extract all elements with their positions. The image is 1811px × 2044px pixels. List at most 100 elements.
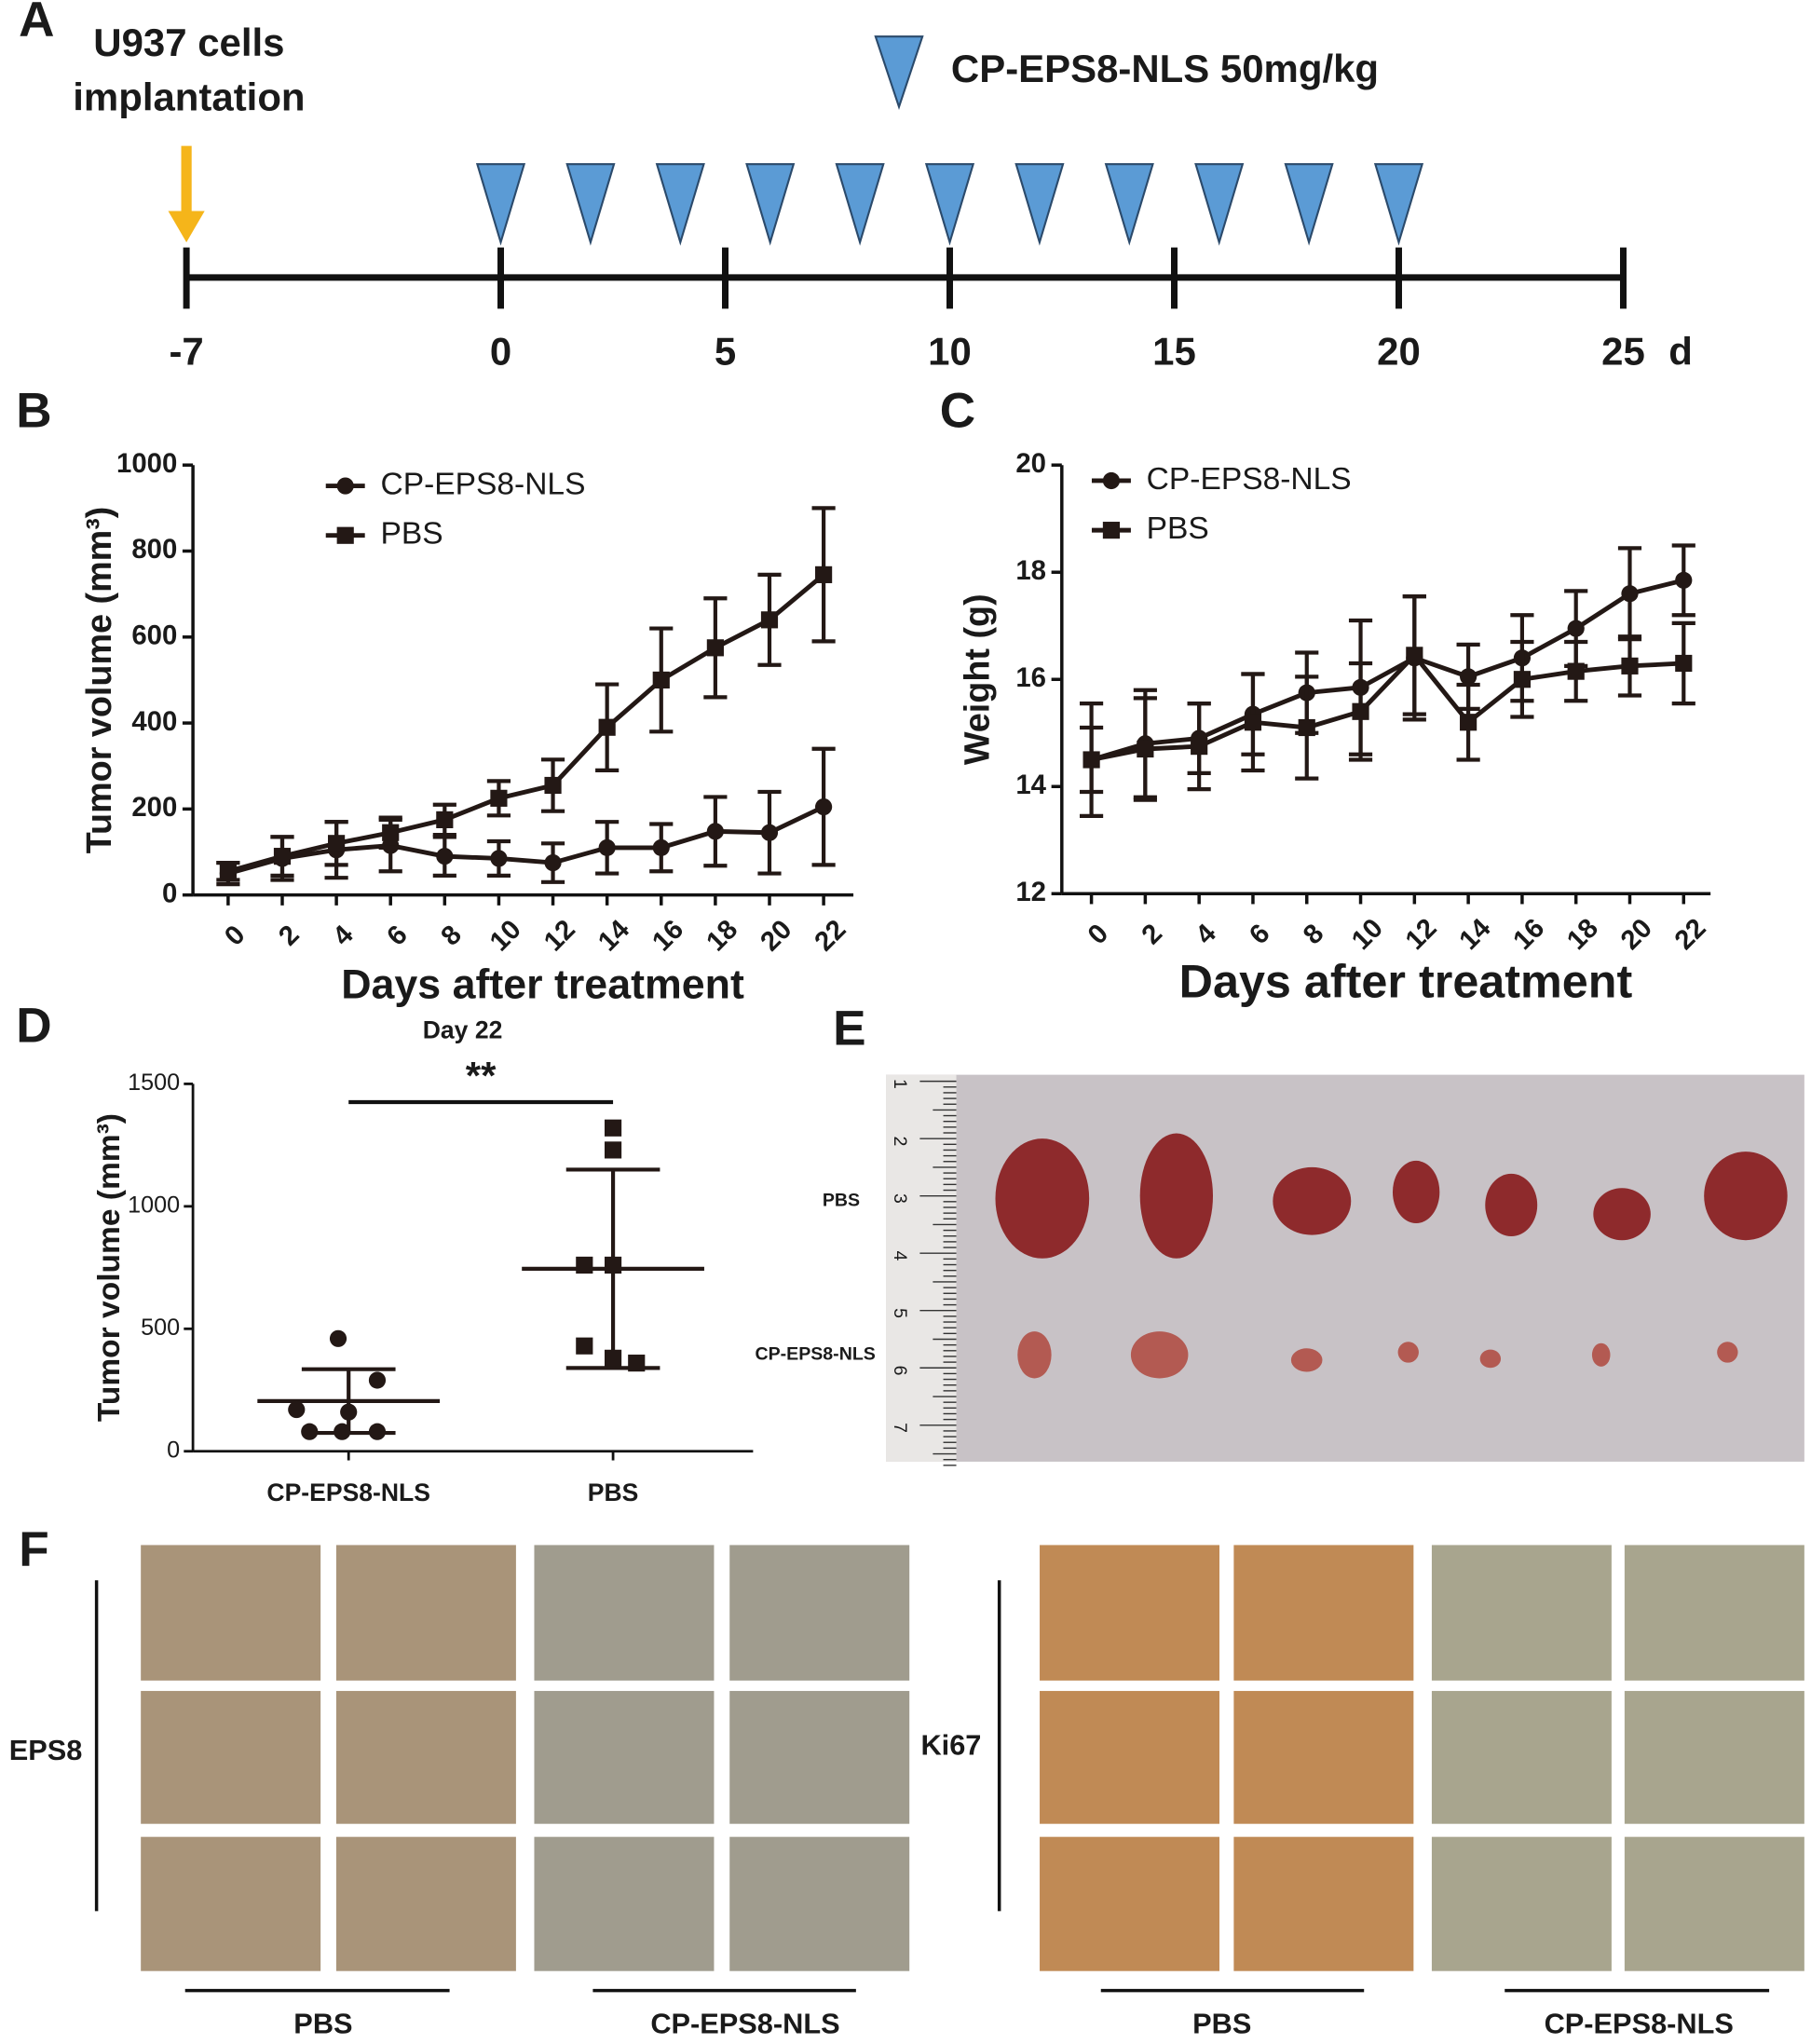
tumor xyxy=(1591,1342,1611,1367)
implant-label: U937 cells xyxy=(93,20,284,64)
data-point xyxy=(1460,668,1477,686)
ihc-image xyxy=(1233,1545,1414,1681)
ihc-image xyxy=(1040,1836,1220,1971)
column-label: CP-EPS8-NLS xyxy=(1545,2008,1734,2040)
ihc-image xyxy=(1233,1691,1414,1824)
data-point xyxy=(301,1423,319,1440)
tumor xyxy=(1479,1349,1502,1369)
legend-marker xyxy=(1102,471,1121,490)
series-line xyxy=(227,572,825,874)
data-point xyxy=(1513,671,1531,688)
ihc-image xyxy=(534,1545,715,1681)
data-point xyxy=(436,811,454,828)
tumor xyxy=(1273,1166,1352,1235)
x-tick-label: 8 xyxy=(435,920,468,952)
x-tick-label: 2 xyxy=(1136,918,1168,950)
x-tick-label: -7 xyxy=(169,329,203,373)
x-tick-label: PBS xyxy=(588,1478,639,1506)
chart-title: Day 22 xyxy=(423,1016,503,1044)
data-point xyxy=(544,776,562,795)
x-axis-label: Days after treatment xyxy=(1179,954,1633,1007)
x-tick-label: 0 xyxy=(1082,918,1114,950)
x-tick-label: 22 xyxy=(809,914,851,957)
ihc-image xyxy=(1040,1691,1220,1824)
tumor xyxy=(1704,1151,1788,1241)
x-tick-label: 10 xyxy=(1345,913,1388,956)
data-point xyxy=(1675,571,1693,589)
ihc-image xyxy=(729,1545,910,1681)
row-label: PBS xyxy=(823,1190,860,1210)
data-point xyxy=(1460,714,1477,731)
dose-marker xyxy=(1284,163,1334,246)
x-tick-label: 16 xyxy=(1507,913,1550,956)
y-tick-label: 400 xyxy=(131,706,177,737)
x-tick-label: 12 xyxy=(1399,913,1442,956)
tumor xyxy=(1392,1160,1440,1224)
x-tick-label: 20 xyxy=(1377,329,1421,373)
data-point xyxy=(604,1141,622,1159)
x-tick-label: 6 xyxy=(381,920,414,952)
data-point xyxy=(368,1423,387,1440)
ihc-image xyxy=(1624,1691,1804,1824)
legend-marker xyxy=(874,35,924,110)
legend-marker xyxy=(336,526,354,544)
y-tick-label: 20 xyxy=(1015,448,1046,479)
ihc-image xyxy=(1040,1545,1220,1681)
ruler-label: 4 xyxy=(890,1251,910,1261)
data-point xyxy=(1567,620,1585,637)
tumor xyxy=(1139,1133,1214,1259)
data-point xyxy=(382,824,400,841)
y-tick-label: 0 xyxy=(167,1437,180,1463)
data-point xyxy=(628,1355,646,1372)
data-point xyxy=(334,1423,351,1440)
ihc-image xyxy=(141,1691,321,1824)
x-tick-label: 10 xyxy=(928,329,972,373)
ihc-image xyxy=(141,1836,321,1971)
ihc-image xyxy=(141,1545,321,1681)
significance-label: ** xyxy=(466,1054,497,1097)
x-tick-label: 25 xyxy=(1601,329,1645,373)
legend-label: PBS xyxy=(380,517,443,552)
data-point xyxy=(576,1337,593,1355)
data-point xyxy=(1621,585,1639,603)
ihc-image xyxy=(1431,1836,1612,1971)
data-point xyxy=(436,848,454,865)
y-tick-label: 18 xyxy=(1015,555,1046,586)
ihc-image xyxy=(1624,1836,1804,1971)
x-tick-label: 18 xyxy=(701,914,743,957)
ihc-image xyxy=(729,1691,910,1824)
x-tick-label: 20 xyxy=(1614,913,1657,956)
panel-label: E xyxy=(833,1002,865,1056)
column-label: PBS xyxy=(293,2008,352,2040)
x-tick-label: 2 xyxy=(273,920,306,952)
data-point xyxy=(598,838,616,856)
data-point xyxy=(288,1400,306,1419)
y-tick-label: 16 xyxy=(1015,662,1046,693)
data-point xyxy=(652,671,670,689)
x-tick-label: 0 xyxy=(490,329,511,373)
legend-label: CP-EPS8-NLS xyxy=(380,467,585,501)
tumor xyxy=(1717,1342,1738,1363)
data-point xyxy=(368,1371,387,1389)
photo-background xyxy=(886,1074,1804,1462)
panel-label: C xyxy=(940,384,975,439)
ihc-image xyxy=(1431,1545,1612,1681)
y-tick-label: 1500 xyxy=(128,1070,180,1096)
tumor xyxy=(995,1138,1090,1259)
y-tick-label: 800 xyxy=(131,534,177,565)
dose-marker xyxy=(1194,163,1245,246)
x-tick-label: 15 xyxy=(1152,329,1196,373)
x-tick-label: 4 xyxy=(327,919,360,951)
tumor xyxy=(1290,1348,1323,1372)
panel-label: B xyxy=(16,384,51,439)
dose-marker xyxy=(1014,163,1065,246)
legend-label: CP-EPS8-NLS xyxy=(1147,462,1352,497)
data-point xyxy=(706,823,724,840)
series-line xyxy=(1091,651,1684,762)
data-point xyxy=(760,611,779,629)
data-point xyxy=(544,853,562,872)
dose-marker xyxy=(655,163,705,246)
data-point xyxy=(1083,751,1100,769)
panel-label: F xyxy=(19,1522,48,1577)
